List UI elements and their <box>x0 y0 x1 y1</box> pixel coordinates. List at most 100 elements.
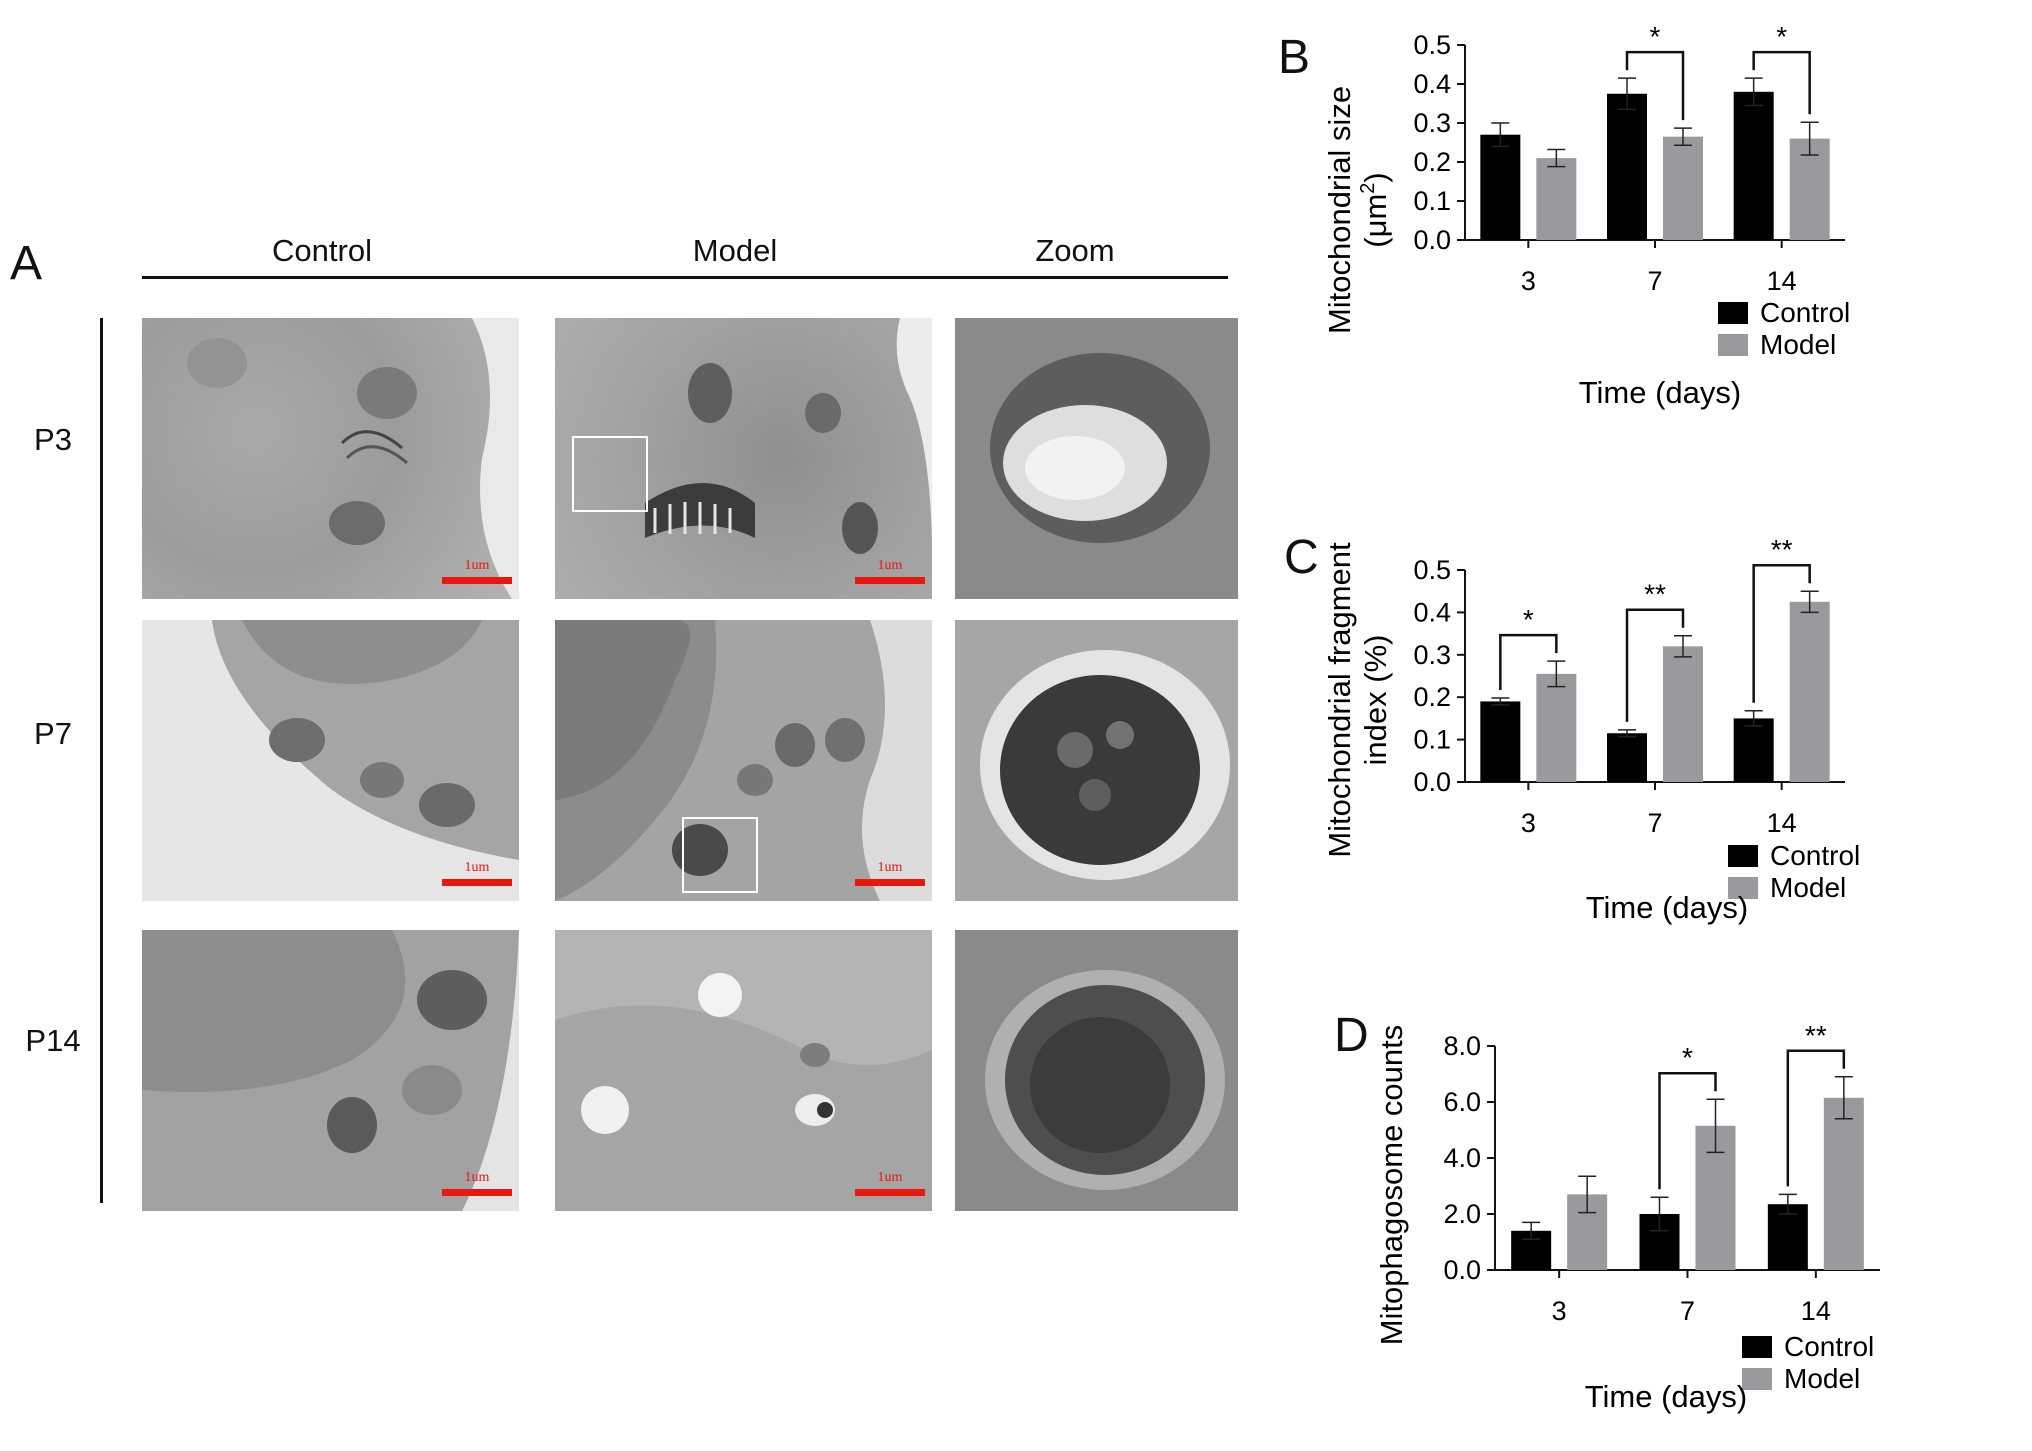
x-tick-label: 14 <box>1801 1296 1831 1326</box>
scale-bar <box>442 577 512 584</box>
scale-bar <box>442 1189 512 1196</box>
row-label-p14: P14 <box>25 1023 81 1058</box>
bar-control <box>1767 1204 1808 1270</box>
scale-label: 1um <box>464 1170 490 1185</box>
em-image-control-p7: 1um <box>142 620 519 901</box>
row-label-p7: P7 <box>34 716 72 751</box>
significance-bracket <box>1658 1071 1717 1190</box>
bar-model <box>1536 158 1577 240</box>
bar-model <box>1663 136 1703 240</box>
x-tick-label: 7 <box>1680 1296 1695 1326</box>
legend-label-control: Control <box>1784 1331 1874 1362</box>
legend-label-model: Model <box>1760 329 1836 360</box>
legend-label-model: Model <box>1784 1363 1860 1394</box>
y-axis-title: Mitophagosome counts <box>1374 1025 1409 1346</box>
significance-bracket <box>1625 50 1685 121</box>
y-tick-label: 0.2 <box>1413 682 1451 712</box>
y-axis-title-line2: (μm2) <box>1357 172 1393 247</box>
x-axis-title: Time (days) <box>1579 375 1741 410</box>
scale-bar <box>855 1189 925 1196</box>
x-tick-label: 7 <box>1647 266 1662 296</box>
scale-bar <box>442 879 512 886</box>
x-tick-label: 3 <box>1521 266 1536 296</box>
significance-label: * <box>1682 1042 1693 1073</box>
y-tick-label: 0.5 <box>1413 555 1451 585</box>
bar-model <box>1663 646 1703 782</box>
x-tick-label: 3 <box>1552 1296 1567 1326</box>
scale-label: 1um <box>877 558 903 573</box>
chart-b-mitochondrial-size: Mitochondrial size (μm2) 0.0 0.1 0.2 0.3 0.4… <box>1322 21 1850 410</box>
chart-c-mitochondrial-fragment-index: Mitochondrial fragment index (%) 0.0 0.1 0… <box>1322 540 1860 925</box>
bar-model <box>1823 1097 1864 1270</box>
x-axis-title: Time (days) <box>1585 1379 1747 1414</box>
x-tick-label: 7 <box>1647 808 1662 838</box>
panel-letter-d: D <box>1334 1009 1369 1062</box>
chart-d-mitophagosome-counts: Mitophagosome counts 0.0 2.0 4.0 6.0 8.0 3 7 * 1… <box>1374 1020 1880 1414</box>
y-tick-label: 0.1 <box>1413 186 1451 216</box>
x-tick-label: 14 <box>1767 808 1797 838</box>
y-axis-title-line2: index (%) <box>1358 635 1393 766</box>
column-header-model: Model <box>692 233 778 268</box>
panel-letter-b: B <box>1278 31 1311 84</box>
legend-swatch-control <box>1728 845 1758 867</box>
y-tick-label: 0.1 <box>1413 725 1451 755</box>
legend-swatch-model <box>1742 1368 1772 1390</box>
y-axis-title: Mitochondrial size <box>1322 86 1357 334</box>
significance-label: * <box>1523 604 1534 635</box>
significance-bracket <box>1752 563 1811 703</box>
legend-label-control: Control <box>1770 840 1860 871</box>
x-axis-title: Time (days) <box>1586 890 1748 925</box>
em-image-zoom-p14 <box>955 930 1238 1211</box>
y-tick-label: 0.4 <box>1413 597 1451 627</box>
y-tick-label: 0.0 <box>1443 1255 1481 1285</box>
significance-bracket <box>1499 633 1558 691</box>
y-tick-label: 0.4 <box>1413 69 1451 99</box>
em-image-control-p14: 1um <box>142 930 519 1211</box>
scale-bar <box>855 879 925 886</box>
y-tick-label: 0.3 <box>1413 640 1451 670</box>
panel-letter-c: C <box>1284 531 1319 584</box>
scale-label: 1um <box>877 860 903 875</box>
significance-label: ** <box>1644 579 1666 610</box>
bar-model <box>1789 601 1830 782</box>
legend-label-model: Model <box>1770 872 1846 903</box>
bar-control <box>1607 93 1647 240</box>
bar-control <box>1607 733 1647 782</box>
column-header-zoom: Zoom <box>1035 233 1115 268</box>
bar-control <box>1480 701 1521 782</box>
header-rule <box>142 276 1228 279</box>
em-image-model-p14: 1um <box>555 930 932 1211</box>
em-image-zoom-p3 <box>955 318 1238 599</box>
bar-control <box>1480 134 1521 240</box>
scale-label: 1um <box>877 1170 903 1185</box>
y-tick-label: 2.0 <box>1443 1199 1481 1229</box>
y-tick-label: 0.0 <box>1413 767 1451 797</box>
zoom-box <box>572 436 648 512</box>
scale-label: 1um <box>464 558 490 573</box>
significance-label: ** <box>1805 1020 1827 1051</box>
legend-swatch-control <box>1718 302 1748 324</box>
scale-bar <box>855 577 925 584</box>
y-axis-title: Mitochondrial fragment <box>1322 542 1357 858</box>
y-tick-label: 0.0 <box>1413 225 1451 255</box>
y-tick-label: 6.0 <box>1443 1087 1481 1117</box>
y-tick-label: 8.0 <box>1443 1031 1481 1061</box>
x-tick-label: 14 <box>1767 266 1797 296</box>
em-image-control-p3: 1um <box>142 318 519 599</box>
em-image-model-p3: 1um <box>555 318 932 599</box>
significance-label: * <box>1650 21 1661 52</box>
panel-letter-a: A <box>10 237 43 290</box>
y-tick-label: 4.0 <box>1443 1143 1481 1173</box>
bar-control <box>1733 91 1774 240</box>
y-tick-label: 0.3 <box>1413 108 1451 138</box>
significance-label: * <box>1776 21 1787 52</box>
row-rule <box>100 318 103 1203</box>
significance-label: ** <box>1771 540 1793 565</box>
column-header-control: Control <box>272 233 372 268</box>
row-label-p3: P3 <box>34 422 72 457</box>
legend-swatch-model <box>1728 877 1758 899</box>
bar-model <box>1536 673 1577 782</box>
significance-bracket <box>1625 608 1685 722</box>
significance-bracket <box>1752 50 1811 115</box>
significance-bracket <box>1786 1049 1846 1187</box>
